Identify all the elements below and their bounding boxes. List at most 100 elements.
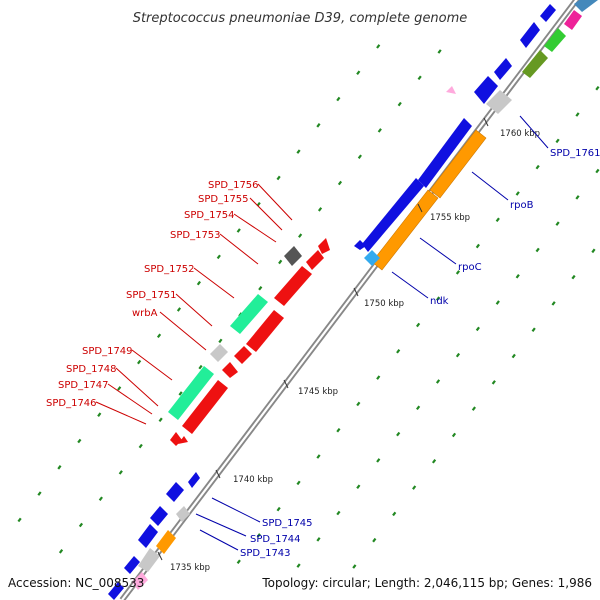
track-dot (412, 485, 417, 490)
track-dot (356, 401, 361, 407)
feature-small-blue[interactable] (354, 240, 366, 250)
label-spd-1743[interactable]: SPD_1743 (240, 548, 291, 559)
label-wrba[interactable]: wrbA (132, 308, 158, 319)
feature-pink-bottom[interactable] (132, 572, 148, 590)
feature-spd-1754[interactable] (284, 246, 302, 266)
feature-grey-rev[interactable] (210, 344, 228, 362)
label-spd-1749[interactable]: SPD_1749 (82, 346, 133, 357)
reverse-gene-labels: SPD_1756 SPD_1755 SPD_1754 SPD_1753 SPD_… (46, 180, 259, 409)
track-dot (98, 496, 103, 501)
label-spd-1756[interactable]: SPD_1756 (208, 180, 259, 191)
feature-spd-1760[interactable] (418, 118, 472, 188)
label-spd-1744[interactable]: SPD_1744 (250, 534, 301, 545)
track-dot (376, 458, 381, 463)
label-spd-1745[interactable]: SPD_1745 (262, 518, 313, 529)
track-dot (336, 427, 341, 433)
track-dot (435, 379, 441, 384)
track-dot (356, 484, 361, 489)
feature-orange-small[interactable] (156, 530, 176, 554)
feature-grey-small[interactable] (138, 548, 160, 572)
track-dot (555, 221, 560, 226)
track-dot (352, 564, 357, 569)
feature-wrba[interactable] (234, 346, 252, 364)
tick-1755: 1755 kbp (430, 213, 470, 223)
label-rpoc[interactable]: rpoC (458, 262, 482, 273)
label-spd-1751[interactable]: SPD_1751 (126, 290, 177, 301)
label-ndk[interactable]: ndk (430, 296, 449, 307)
label-spd-1753[interactable]: SPD_1753 (170, 230, 221, 241)
feature-grey-1761[interactable] (486, 90, 512, 114)
track-dot (437, 49, 442, 54)
track-dot (535, 164, 540, 170)
feature-blue-e[interactable] (138, 524, 158, 548)
feature-spd-1747[interactable] (182, 380, 228, 434)
track-dot (535, 247, 540, 253)
track-dot (431, 459, 437, 464)
feature-blue-b[interactable] (494, 58, 512, 80)
track-dot (337, 180, 343, 186)
feature-spd-1756[interactable] (318, 238, 330, 254)
track-dot (495, 300, 500, 305)
feature-blue-c[interactable] (520, 22, 540, 48)
feature-spd-1751[interactable] (246, 310, 284, 352)
label-spd-1761[interactable]: SPD_1761 (550, 148, 600, 159)
feature-magenta[interactable] (564, 10, 582, 30)
feature-spd-1746[interactable] (170, 432, 182, 446)
label-spd-1746[interactable]: SPD_1746 (46, 398, 97, 409)
tick-1760: 1760 kbp (500, 129, 540, 139)
feature-spd-1748[interactable] (168, 366, 214, 420)
track-dot (77, 438, 82, 444)
track-dot (515, 273, 520, 279)
track-dot (416, 405, 421, 411)
feature-spd-1753[interactable] (274, 266, 312, 306)
feature-blue-1744[interactable] (150, 506, 168, 526)
label-spd-1752[interactable]: SPD_1752 (144, 264, 195, 275)
track-dot (376, 375, 381, 380)
track-dot (97, 412, 102, 417)
feature-olive[interactable] (522, 50, 548, 78)
track-dot (475, 326, 480, 332)
feature-blue-f[interactable] (124, 556, 140, 574)
track-dot (455, 352, 461, 358)
feature-blue-g[interactable] (108, 582, 124, 600)
feature-steel[interactable] (574, 0, 598, 12)
label-spd-1747[interactable]: SPD_1747 (58, 380, 109, 391)
track-dot (356, 70, 361, 75)
track-dot (591, 248, 596, 254)
track-dot (296, 149, 301, 154)
feature-grey-1743[interactable] (176, 506, 190, 522)
track-dot (451, 432, 457, 438)
track-dot (198, 364, 203, 370)
label-spd-1748[interactable]: SPD_1748 (66, 364, 117, 375)
track-dot (511, 353, 516, 359)
label-rpob[interactable]: rpoB (510, 200, 534, 211)
feature-blue-1745[interactable] (166, 482, 184, 502)
feature-ndk[interactable] (364, 250, 380, 266)
feature-spd-1749[interactable] (222, 362, 238, 378)
feature-spd-1752[interactable] (230, 294, 268, 334)
track-dot (317, 207, 323, 212)
track-dot (236, 559, 241, 565)
track-dot (58, 549, 64, 554)
track-dot (396, 349, 401, 354)
accession-text: Accession: NC_008533 (8, 576, 144, 590)
label-spd-1754[interactable]: SPD_1754 (184, 210, 235, 221)
track-dot (316, 454, 321, 459)
leader-lines (95, 115, 549, 551)
track-dot (575, 195, 580, 200)
feature-blue-a[interactable] (474, 76, 498, 104)
track-dot (176, 307, 182, 312)
feature-pink-small[interactable] (446, 86, 456, 94)
tick-1735: 1735 kbp (170, 563, 210, 573)
feature-red-tiny[interactable] (178, 436, 188, 444)
track-dot (595, 85, 600, 91)
feature-spd-1758[interactable] (362, 178, 424, 252)
feature-blue-h[interactable] (188, 472, 200, 488)
feature-spd-1755[interactable] (306, 250, 324, 270)
feature-rpob[interactable] (429, 129, 487, 199)
track-dot (531, 327, 536, 332)
track-dot (256, 533, 261, 538)
feature-blue-d[interactable] (540, 4, 556, 22)
label-spd-1755[interactable]: SPD_1755 (198, 194, 249, 205)
feature-green[interactable] (544, 28, 566, 52)
